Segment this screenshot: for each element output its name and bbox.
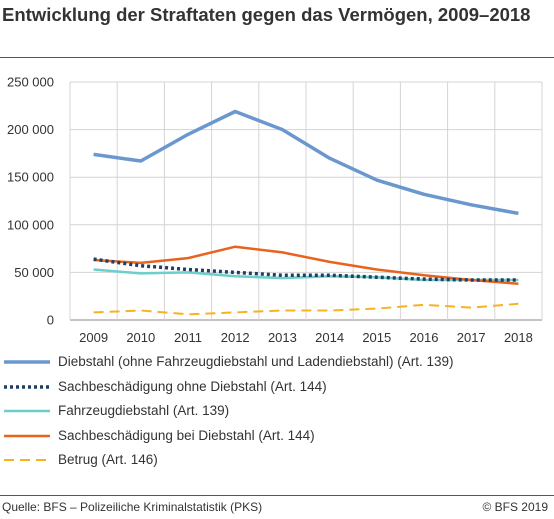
x-tick-label: 2012 bbox=[221, 330, 250, 345]
x-tick-label: 2013 bbox=[268, 330, 297, 345]
legend-item: Sachbeschädigung bei Diebstahl (Art. 144… bbox=[0, 426, 554, 451]
chart-title: Entwicklung der Straftaten gegen das Ver… bbox=[2, 4, 531, 25]
y-tick-label: 250 000 bbox=[7, 75, 54, 90]
series-line bbox=[93, 257, 519, 282]
legend-label: Sachbeschädigung bei Diebstahl (Art. 144… bbox=[58, 427, 315, 443]
x-tick-label: 2014 bbox=[315, 330, 344, 345]
line-chart: 0 50 000 100 000 150 000 200 000 250 000 2009… bbox=[7, 75, 543, 345]
source-note: Quelle: BFS – Polizeiliche Kriminalstati… bbox=[2, 500, 263, 514]
x-tick-label: 2010 bbox=[126, 330, 155, 345]
legend-swatch-sachbeschaedigung-bei-diebstahl bbox=[4, 434, 50, 437]
bottom-divider bbox=[0, 495, 554, 496]
x-tick-label: 2015 bbox=[362, 330, 391, 345]
y-tick-label: 50 000 bbox=[14, 265, 54, 280]
y-tick-label: 150 000 bbox=[7, 170, 54, 185]
series-line bbox=[93, 245, 519, 286]
top-divider bbox=[0, 57, 554, 58]
series-line bbox=[93, 302, 519, 316]
legend-item: Diebstahl (ohne Fahrzeugdiebstahl und La… bbox=[0, 352, 554, 377]
x-axis-tick-labels: 2009 2010 2011 2012 2013 2014 2015 2016 2017 2018 bbox=[79, 330, 533, 345]
series-lines bbox=[93, 109, 519, 316]
y-tick-label: 0 bbox=[47, 313, 54, 328]
legend-item: Fahrzeugdiebstahl (Art. 139) bbox=[0, 401, 554, 426]
legend-label: Fahrzeugdiebstahl (Art. 139) bbox=[58, 403, 230, 418]
legend-item: Sachbeschädigung ohne Diebstahl (Art. 14… bbox=[0, 377, 554, 402]
x-tick-label: 2016 bbox=[410, 330, 439, 345]
legend-swatch-diebstahl bbox=[4, 360, 50, 364]
y-tick-label: 100 000 bbox=[7, 217, 54, 232]
x-tick-label: 2009 bbox=[79, 330, 108, 345]
legend-item: Betrug (Art. 146) bbox=[0, 450, 554, 475]
x-tick-label: 2011 bbox=[174, 330, 202, 345]
x-tick-label: 2017 bbox=[457, 330, 486, 345]
legend-swatch-betrug bbox=[4, 459, 50, 461]
copyright: © BFS 2019 bbox=[482, 500, 548, 514]
legend-label: Sachbeschädigung ohne Diebstahl (Art. 14… bbox=[58, 378, 327, 394]
legend: Diebstahl (ohne Fahrzeugdiebstahl und La… bbox=[0, 352, 554, 475]
x-tick-label: 2018 bbox=[504, 330, 533, 345]
legend-label: Betrug (Art. 146) bbox=[58, 452, 158, 467]
gridlines bbox=[69, 81, 543, 321]
legend-swatch-sachbeschaedigung-ohne-diebstahl bbox=[4, 384, 50, 389]
series-line bbox=[93, 109, 519, 216]
legend-swatch-fahrzeugdiebstahl bbox=[4, 409, 50, 413]
y-tick-label: 200 000 bbox=[7, 122, 54, 137]
legend-label: Diebstahl (ohne Fahrzeugdiebstahl und La… bbox=[58, 354, 454, 369]
y-axis-tick-labels: 0 50 000 100 000 150 000 200 000 250 000 bbox=[7, 75, 54, 328]
